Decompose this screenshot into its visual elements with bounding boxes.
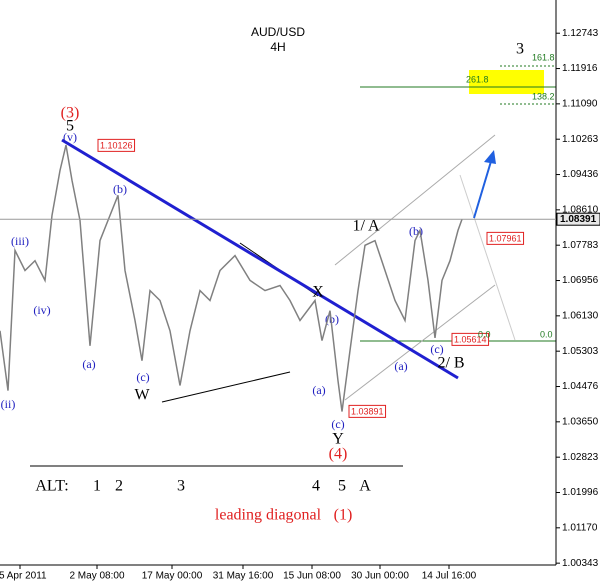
annotation: 261.8	[466, 74, 489, 84]
last-price-box	[556, 212, 600, 226]
y-tick-label: 1.11916	[562, 63, 598, 74]
y-tick-label: 1.12743	[562, 28, 599, 39]
annotation: 4	[312, 478, 320, 495]
annotation: 1.10126	[100, 140, 133, 150]
label-box	[97, 138, 136, 152]
annotation: 3	[177, 478, 185, 495]
x-tick-label: 31 May 16:00	[213, 571, 274, 582]
annotation: 4H	[270, 40, 285, 54]
annotation: 5	[338, 478, 346, 495]
annotation: (b)	[113, 182, 127, 196]
annotation: 2	[115, 478, 123, 495]
y-tick-label: 1.11090	[562, 98, 598, 109]
projection-line	[459, 174, 516, 341]
y-tick-label: 1.08610	[562, 204, 599, 215]
y-tick-label: 1.09436	[562, 169, 599, 180]
annotation: (4)	[329, 446, 348, 463]
annotation: (ii)	[1, 397, 16, 411]
annotation: 1.05614	[454, 334, 487, 344]
label-box	[348, 404, 387, 418]
annotation: (a)	[394, 359, 407, 373]
annotation: (v)	[63, 130, 77, 144]
annotation: W	[134, 387, 150, 404]
last-price-label: 1.08391	[560, 214, 597, 225]
y-tick-label: 1.02823	[562, 452, 599, 463]
annotation: 5	[66, 118, 74, 135]
channel-line	[334, 134, 496, 266]
fib-zone	[469, 70, 544, 94]
x-tick-label: 30 Jun 00:00	[351, 571, 409, 582]
x-tick-label: 15 Jun 08:00	[283, 571, 341, 582]
arrow-head	[484, 150, 496, 164]
y-tick-label: 1.07783	[562, 240, 599, 251]
y-tick-label: 1.06956	[562, 275, 599, 286]
y-tick-label: 1.03650	[562, 416, 599, 427]
annotation: (c)	[430, 342, 443, 356]
y-tick-label: 1.01170	[562, 522, 598, 533]
annotation: A	[359, 478, 371, 495]
x-tick-label: 15 Apr 2011	[0, 571, 47, 582]
label-box	[451, 332, 490, 346]
channel-line	[344, 284, 496, 401]
y-tick-label: 1.04476	[562, 381, 599, 392]
x-tick-label: 17 May 00:00	[142, 571, 203, 582]
x-tick-label: 2 May 08:00	[69, 571, 124, 582]
price-line	[0, 144, 463, 412]
y-tick-label: 1.05303	[562, 346, 599, 357]
annotation: 1/ A	[352, 218, 380, 235]
y-tick-label: 1.10263	[562, 134, 599, 145]
annotation: (c)	[331, 417, 344, 431]
annotation: 1.07961	[489, 233, 522, 243]
annotation: leading diagonal	[215, 507, 322, 524]
annotation: (a)	[82, 357, 95, 371]
y-tick-label: 1.06130	[562, 310, 599, 321]
annotation: 1	[93, 478, 101, 495]
arrow	[473, 157, 493, 219]
wedge-line	[161, 371, 291, 403]
label-box	[486, 231, 525, 245]
annotation: (3)	[61, 105, 80, 122]
annotation: (b)	[409, 224, 423, 238]
annotation: AUD/USD	[251, 25, 305, 39]
annotation: 0.0	[478, 329, 491, 339]
annotation: 161.8	[532, 52, 555, 62]
y-tick-label: 1.01996	[562, 487, 599, 498]
annotation: Y	[332, 431, 344, 448]
annotation: (a)	[312, 383, 325, 397]
annotation: 1.03891	[351, 406, 384, 416]
annotations: AUD/USD 4H 3 161.8 261.8 138.2 (3) 5 (v)…	[1, 25, 555, 524]
annotation: (iii)	[11, 234, 29, 248]
trend-line	[61, 138, 459, 380]
annotation: ALT:	[35, 478, 68, 495]
x-tick-label: 14 Jul 16:00	[422, 571, 477, 582]
annotation: 2/ B	[437, 355, 464, 372]
annotation: X	[312, 284, 324, 301]
annotation: (iv)	[33, 303, 50, 317]
annotation: 138.2	[532, 91, 555, 101]
y-tick-label: 1.00343	[562, 558, 599, 569]
annotation: (1)	[334, 507, 353, 524]
annotation: 3	[516, 41, 524, 58]
annotation: 0.0	[540, 329, 553, 339]
annotation: (c)	[136, 370, 149, 384]
